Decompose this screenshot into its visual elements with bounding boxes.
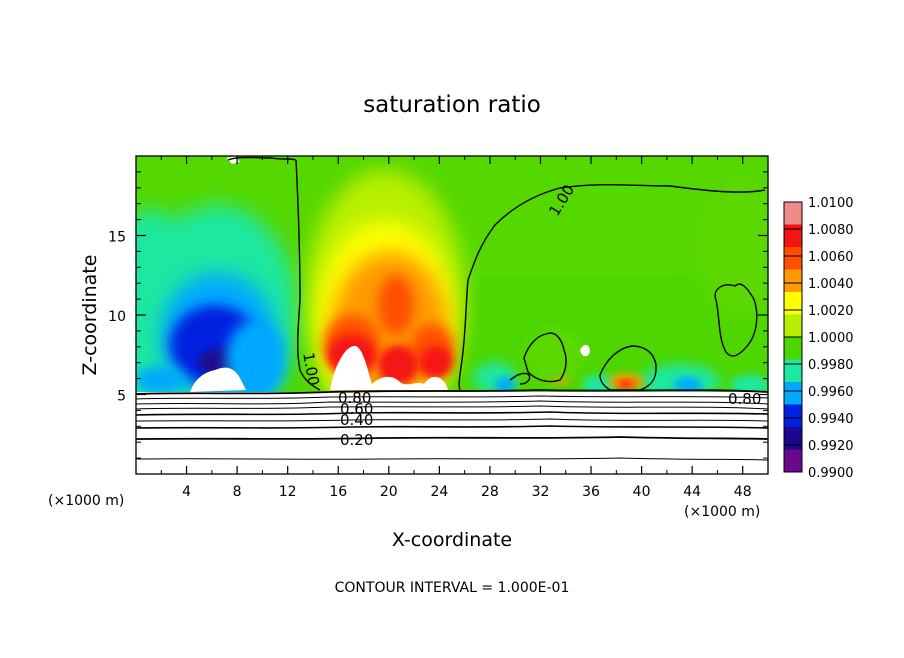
- y-axis-ticks: 5 10 15: [108, 171, 768, 459]
- y-axis-title: Z-coordinate: [79, 255, 101, 376]
- y-tick-label: 15: [108, 230, 126, 246]
- x-tick-label: 12: [279, 484, 297, 500]
- contour-label-080-right: 0.80: [728, 390, 761, 408]
- x-tick-label: 44: [683, 484, 701, 500]
- x-tick-label: 4: [182, 484, 191, 500]
- x-axis-ticks: 4 8 12 16 20 24 28 32 36 40 44 48: [160, 156, 752, 500]
- x-axis-unit-left: (×1000 m): [48, 493, 124, 509]
- contour-label-left: 1.00: [299, 351, 323, 387]
- colorbar-label: 1.0000: [808, 331, 854, 346]
- x-tick-label: 16: [329, 484, 347, 500]
- lower-white-region: [136, 392, 768, 474]
- contour-label-040: 0.40: [340, 411, 373, 429]
- colorbar-label: 1.0060: [808, 250, 854, 265]
- dry-region-left: [136, 205, 298, 450]
- colorbar: 1.0100 1.0080 1.0060 1.0040 1.0020 1.0000 0.99…: [783, 196, 854, 481]
- x-tick-label: 24: [430, 484, 448, 500]
- colorbar-swatch: [784, 202, 802, 225]
- x-tick-label: 20: [380, 484, 398, 500]
- colorbar-swatch: [784, 449, 802, 473]
- colorbar-swatch: [784, 427, 802, 450]
- colorbar-swatch: [784, 292, 802, 315]
- colorbar-label: 0.9960: [808, 385, 854, 400]
- colorbar-swatch: [784, 269, 802, 293]
- y-tick-label: 5: [117, 389, 126, 405]
- colorbar-swatch: [784, 247, 802, 270]
- lower-contour-lines: [136, 389, 768, 461]
- colorbar-swatch: [784, 314, 802, 338]
- colorbar-swatch: [784, 337, 802, 360]
- upper-contour-lines: [227, 156, 766, 391]
- y-tick-label: 10: [108, 309, 126, 325]
- x-axis-title: X-coordinate: [392, 529, 512, 551]
- contour-label-020: 0.20: [340, 431, 373, 449]
- contour-label-080: 0.80: [338, 389, 371, 407]
- colorbar-label: 1.0040: [808, 277, 854, 292]
- x-tick-label: 28: [481, 484, 499, 500]
- x-tick-label: 40: [633, 484, 651, 500]
- colorbar-label: 1.0080: [808, 223, 854, 238]
- x-tick-label: 48: [734, 484, 752, 500]
- colorbar-label: 0.9940: [808, 412, 854, 427]
- colorbar-label: 1.0020: [808, 304, 854, 319]
- x-tick-label: 32: [532, 484, 550, 500]
- x-tick-label: 36: [582, 484, 600, 500]
- colorbar-label: 1.0100: [808, 196, 854, 211]
- contour-labels: 1.00 1.00 0.80 0.60 0.40 0.20 0.80: [299, 181, 761, 449]
- heatmap-field: [136, 156, 768, 474]
- x-tick-label: 8: [233, 484, 242, 500]
- x-axis-unit-right: (×1000 m): [684, 504, 760, 520]
- contour-label-060: 0.60: [340, 400, 373, 418]
- colorbar-swatch: [784, 404, 802, 428]
- colorbar-label: 0.9980: [808, 358, 854, 373]
- contour-interval-footer: CONTOUR INTERVAL = 1.000E-01: [335, 580, 570, 596]
- colorbar-swatch: [784, 359, 802, 383]
- colorbar-swatch: [784, 224, 802, 248]
- colorbar-swatch: [784, 382, 802, 405]
- colorbar-label: 0.9900: [808, 466, 854, 481]
- chart-title: saturation ratio: [363, 92, 541, 118]
- colorbar-label: 0.9920: [808, 439, 854, 454]
